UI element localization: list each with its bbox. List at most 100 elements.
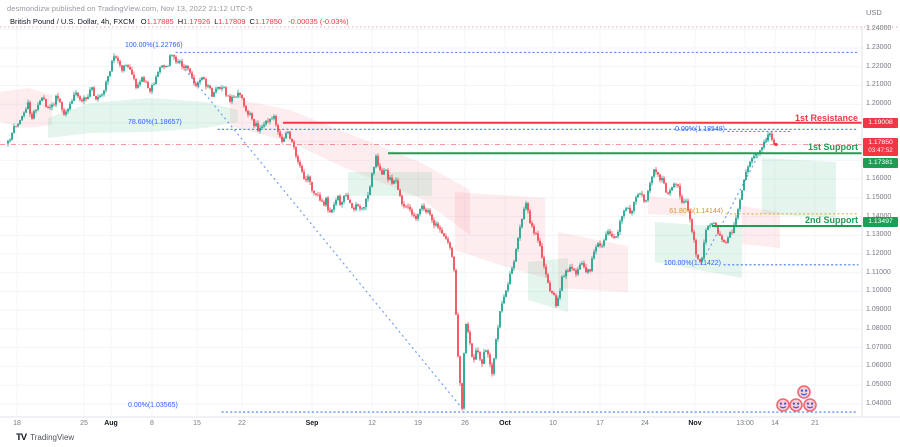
price-tick: 1.16000 — [866, 175, 892, 183]
candle-body — [597, 243, 599, 247]
price-tick: 1.15000 — [866, 193, 892, 201]
tradingview-logo[interactable]: TV TradingView — [16, 432, 74, 443]
candle-body — [647, 191, 649, 201]
ichimoku-cloud — [648, 196, 686, 216]
candle-body — [743, 179, 745, 191]
candle-body — [529, 210, 531, 224]
candle-body — [301, 165, 303, 172]
price-tick: 1.14000 — [866, 213, 891, 221]
candle-body — [479, 352, 481, 360]
candle-body — [129, 66, 131, 70]
candle-body — [313, 190, 315, 194]
candle-body — [309, 176, 311, 182]
candle-body — [335, 200, 337, 205]
candle-body — [681, 196, 683, 203]
candle-body — [67, 109, 69, 112]
candle-body — [19, 120, 21, 125]
candle-body — [25, 109, 27, 113]
candle-body — [21, 115, 23, 121]
candle-body — [303, 171, 305, 179]
candle-body — [281, 136, 283, 142]
candle-body — [227, 95, 229, 97]
candle-body — [629, 207, 631, 214]
candle-body — [161, 65, 163, 68]
candle-body — [283, 138, 285, 142]
candle-body — [685, 200, 687, 202]
ichimoku-cloud — [348, 172, 432, 196]
candle-body — [493, 358, 495, 374]
candle-body — [443, 233, 445, 237]
candle-body — [205, 79, 207, 87]
candle-body — [209, 85, 211, 89]
candle-body — [555, 295, 557, 306]
candle-body — [17, 124, 19, 127]
candle-body — [49, 107, 51, 109]
candle-body — [475, 350, 477, 360]
ohlc-value: 1.17926 — [183, 17, 211, 26]
candle-body — [649, 183, 651, 192]
candle-body — [143, 77, 145, 82]
reaction-emoji-icon[interactable] — [803, 398, 817, 412]
candle-body — [627, 207, 629, 209]
candle-body — [701, 257, 703, 262]
candle-body — [409, 206, 411, 210]
candle-body — [723, 239, 725, 243]
candle-body — [285, 132, 287, 139]
attribution-text: desmondizw published on TradingView.com,… — [7, 4, 253, 13]
candle-body — [261, 126, 263, 128]
time-tick: 14 — [771, 420, 779, 427]
candle-body — [437, 223, 439, 228]
candle-body — [29, 102, 31, 114]
candle-body — [65, 111, 67, 115]
candle-body — [651, 176, 653, 184]
candle-body — [397, 180, 399, 190]
ohlc-value: 1.17885 — [146, 17, 174, 26]
candle-body — [607, 231, 609, 235]
candle-body — [513, 261, 515, 269]
candle-body — [307, 176, 309, 181]
time-tick: 12 — [368, 420, 376, 427]
candle-body — [317, 194, 319, 196]
candle-body — [291, 138, 293, 142]
candle-body — [35, 109, 37, 112]
candle-body — [553, 292, 555, 296]
chart-legend[interactable]: British Pound / U.S. Dollar, 4h, FXCM O1… — [10, 17, 349, 26]
candle-body — [91, 87, 93, 90]
candle-body — [731, 232, 733, 234]
candle-body — [465, 323, 467, 354]
reaction-emoji-icon[interactable] — [789, 398, 803, 412]
candle-body — [385, 170, 387, 172]
price-tick: 1.23000 — [866, 44, 892, 51]
candle-body — [565, 270, 567, 277]
reaction-emoji-icon[interactable] — [797, 385, 811, 399]
ohlc-value: 1.17850 — [254, 17, 283, 26]
reaction-emoji-icon[interactable] — [776, 398, 790, 412]
candle-body — [637, 194, 639, 198]
time-tick: 8 — [150, 420, 154, 427]
candle-body — [703, 242, 705, 258]
candle-body — [37, 104, 39, 110]
candle-body — [711, 223, 713, 226]
candle-body — [503, 296, 505, 304]
candle-body — [345, 194, 347, 196]
candle-body — [333, 204, 335, 210]
candle-body — [123, 65, 125, 71]
candle-body — [149, 88, 151, 92]
sr-label: 1st Support — [807, 142, 858, 153]
candle-body — [543, 257, 545, 267]
ichimoku-cloud — [230, 98, 470, 235]
candle-body — [643, 194, 645, 202]
candle-body — [491, 364, 493, 374]
candle-body — [431, 214, 433, 221]
candle-body — [213, 92, 215, 97]
candle-body — [239, 92, 241, 96]
candle-body — [745, 171, 747, 180]
ichimoku-cloud — [558, 232, 628, 292]
candle-body — [761, 147, 763, 151]
candle-body — [693, 231, 695, 240]
fib-level-label: 0.00%(1.18548) — [675, 126, 725, 134]
candle-body — [329, 210, 331, 213]
candle-body — [119, 60, 121, 66]
candle-body — [171, 54, 173, 56]
